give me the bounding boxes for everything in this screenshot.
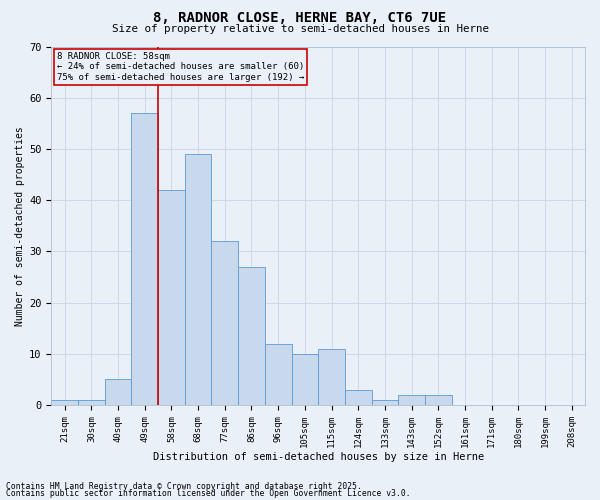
Text: Contains public sector information licensed under the Open Government Licence v3: Contains public sector information licen… [6, 489, 410, 498]
Text: 8, RADNOR CLOSE, HERNE BAY, CT6 7UE: 8, RADNOR CLOSE, HERNE BAY, CT6 7UE [154, 12, 446, 26]
Bar [425, 394, 452, 405]
Bar [131, 113, 158, 405]
Bar [78, 400, 105, 405]
Bar [211, 241, 238, 405]
Bar [105, 380, 131, 405]
Text: Size of property relative to semi-detached houses in Herne: Size of property relative to semi-detach… [112, 24, 488, 34]
Bar [318, 348, 345, 405]
Bar [398, 394, 425, 405]
Bar [371, 400, 398, 405]
Bar [345, 390, 371, 405]
Text: 8 RADNOR CLOSE: 58sqm
← 24% of semi-detached houses are smaller (60)
75% of semi: 8 RADNOR CLOSE: 58sqm ← 24% of semi-deta… [57, 52, 304, 82]
Bar [52, 400, 78, 405]
Bar [265, 344, 292, 405]
Bar [238, 266, 265, 405]
X-axis label: Distribution of semi-detached houses by size in Herne: Distribution of semi-detached houses by … [152, 452, 484, 462]
Bar [158, 190, 185, 405]
Bar [292, 354, 318, 405]
Text: Contains HM Land Registry data © Crown copyright and database right 2025.: Contains HM Land Registry data © Crown c… [6, 482, 362, 491]
Y-axis label: Number of semi-detached properties: Number of semi-detached properties [15, 126, 25, 326]
Bar [185, 154, 211, 405]
